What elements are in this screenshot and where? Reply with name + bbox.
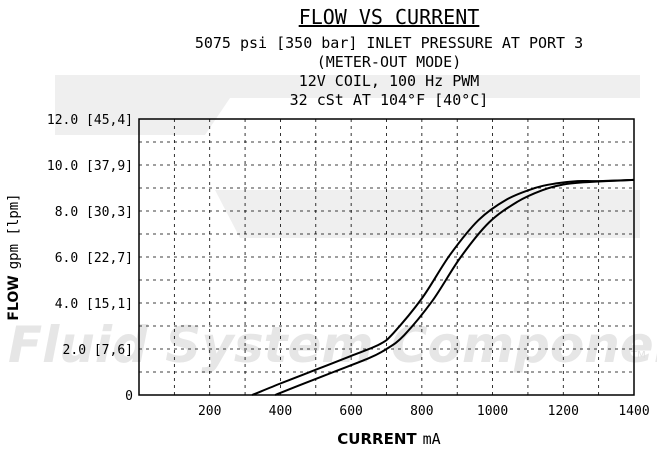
x-axis-label-unit: mA xyxy=(423,430,441,448)
x-tick-label: 400 xyxy=(269,404,292,419)
chart-subtitle-line-1: 5075 psi [350 bar] INLET PRESSURE AT POR… xyxy=(195,34,583,52)
x-tick-label: 200 xyxy=(198,404,221,419)
x-tick-label: 1000 xyxy=(477,404,508,419)
y-tick-label: 10.0 [37,9] xyxy=(47,159,133,174)
watermark-swoosh-lower-icon xyxy=(215,190,640,238)
watermark-tm: TM xyxy=(630,350,646,361)
chart-subtitle-line-2: (METER-OUT MODE) xyxy=(317,53,462,71)
y-axis-label-bold: FLOW xyxy=(6,275,22,320)
x-axis-ticks: 200 400 600 800 1000 1200 1400 xyxy=(198,404,650,419)
chart-subtitle-line-3: 12V COIL, 100 Hz PWM xyxy=(299,72,480,90)
x-tick-label: 1400 xyxy=(618,404,649,419)
series-layer xyxy=(251,178,635,396)
watermark-text: Fluid System Components xyxy=(8,316,657,374)
series-line-1 xyxy=(251,178,635,396)
y-tick-label: 0 xyxy=(125,389,133,404)
y-axis-label-unit: gpm [lpm] xyxy=(6,193,22,269)
y-tick-label: 6.0 [22,7] xyxy=(55,251,133,266)
x-tick-label: 1200 xyxy=(548,404,579,419)
chart-title: FLOW VS CURRENT xyxy=(299,5,480,29)
y-axis-ticks: 0 2.0 [7,6] 4.0 [15,1] 6.0 [22,7] 8.0 [30,3]… xyxy=(47,113,133,404)
watermark: Fluid System Components TM xyxy=(8,75,657,374)
x-axis-label-bold: CURRENT xyxy=(337,430,417,448)
x-axis-label: CURRENT mA xyxy=(337,430,440,448)
watermark-swoosh-icon xyxy=(55,75,640,135)
x-tick-label: 600 xyxy=(339,404,362,419)
y-tick-label: 2.0 [7,6] xyxy=(63,343,133,358)
x-tick-label: 800 xyxy=(410,404,433,419)
y-axis-label: FLOW gpm [lpm] xyxy=(6,193,22,320)
y-tick-label: 12.0 [45,4] xyxy=(47,113,133,128)
title-block: FLOW VS CURRENT 5075 psi [350 bar] INLET… xyxy=(195,5,583,109)
y-tick-label: 4.0 [15,1] xyxy=(55,297,133,312)
plot-frame xyxy=(138,118,635,396)
series-line-2 xyxy=(274,178,635,396)
y-tick-label: 8.0 [30,3] xyxy=(55,205,133,220)
chart-subtitle-line-4: 32 cSt AT 104°F [40°C] xyxy=(290,91,489,109)
